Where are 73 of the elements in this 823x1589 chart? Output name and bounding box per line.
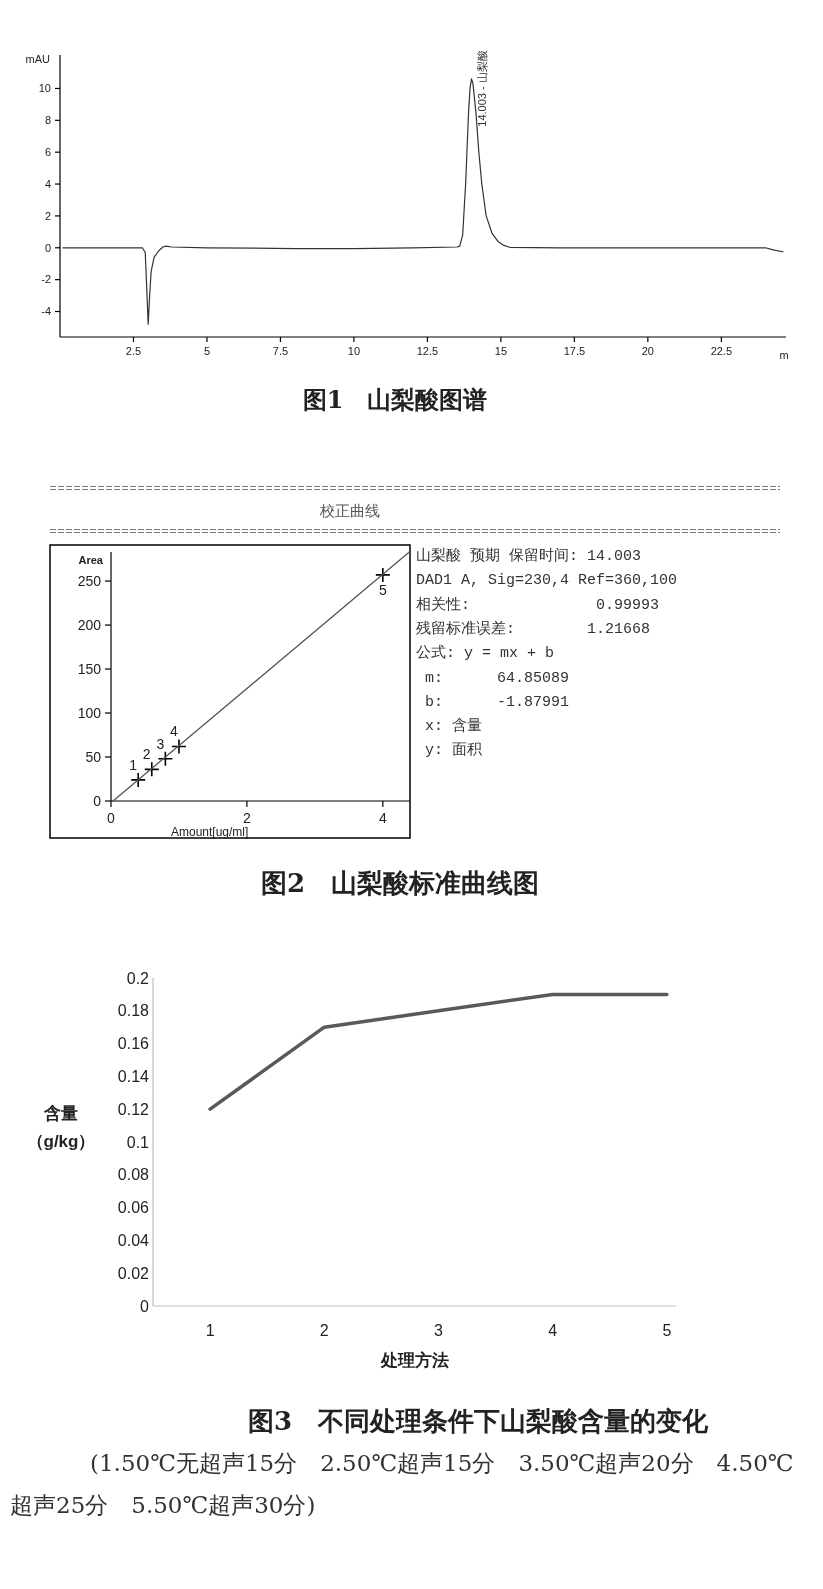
text: 残留标准误差: 1.21668 [416,619,651,638]
y-tick-label: 0.1 [126,1133,150,1151]
text: 图3 不同处理条件下山梨酸含量的变化 [247,1406,710,1436]
y-axis-title: mAU [25,53,51,65]
x-tick-label: 10 [347,345,361,357]
text: 公式: y = mx + b [416,644,555,663]
y-tick-label: 150 [77,660,102,677]
y-tick-label: 0.18 [117,1002,150,1020]
text: 图1 山梨酸图谱 [302,385,488,414]
x-tick-label: 20 [641,345,654,357]
y-tick-label: -4 [41,305,51,318]
point [130,772,146,788]
y-tick-label: 0 [140,1297,150,1315]
x-tick-label: 4 [548,1322,558,1339]
y-tick-label: 100 [77,704,102,721]
y-tick-label: 250 [77,572,102,589]
x-tick-label: 1 [205,1322,215,1339]
x-tick-label: 0 [107,810,116,826]
point [375,567,391,583]
y-tick-label: 0.08 [117,1166,150,1184]
point [157,750,174,767]
y-tick-label: 0.16 [117,1035,150,1053]
y-tick-label: 50 [85,748,102,765]
y-tick-label: 6 [44,146,51,159]
x-tick-label: 7.5 [272,345,289,357]
y-tick-label: 0.2 [126,969,150,987]
text: b: -1.87991 [416,693,570,711]
point [143,761,160,778]
y-tick-label: -2 [41,273,51,286]
x-axis-title: m [779,349,789,361]
x-tick-label: 2.5 [125,345,142,357]
annotation: 4 [170,723,179,740]
y-tick-label: 0.14 [117,1068,150,1085]
y-axis-title: Area [78,554,104,566]
y-tick-label: 200 [77,616,102,633]
text: DAD1 A, Sig=230,4 Ref=360,100 [416,572,678,590]
text: (1.50℃无超声15分 2.50℃超声15分 3.50℃超声20分 4.50℃超声25分 5.50℃超声30分) [10,1449,795,1520]
annotation: 3 [156,735,165,752]
x-axis-title: Amount[ug/ml] [170,825,249,839]
text: m: 64.85089 [416,669,570,687]
x-tick-label: 3 [434,1322,444,1339]
line-series [208,992,669,1111]
y-tick-label: 10 [38,82,51,95]
y-tick-label: 4 [44,177,51,190]
x-axis-title: 处理方法 [379,1351,449,1370]
point [171,738,187,755]
annotation: 14.003 - 山梨酸 [475,50,488,127]
y-tick-label: 0.12 [117,1100,150,1118]
annotation: 5 [378,581,387,598]
x-tick-label: 15 [494,345,508,357]
y-axis-title: 含量（g/kg） [25,1103,97,1153]
x-tick-label: 4 [378,810,387,826]
y-tick-label: 8 [44,114,51,127]
x-tick-label: 2 [319,1322,329,1339]
x-tick-label: 5 [203,345,211,357]
chart-subtitle: 校正曲线 [319,502,380,520]
text: 图2 山梨酸标准曲线图 [260,868,540,898]
x-tick-label: 22.5 [710,345,733,357]
y-tick-label: 0.02 [117,1264,150,1282]
x-tick-label: 12.5 [416,345,439,357]
y-tick-label: 0.04 [117,1232,150,1249]
y-tick-label: 0 [44,241,51,254]
x-tick-label: 2 [243,810,252,826]
text: y: 面积 [416,742,483,760]
x-tick-label: 17.5 [563,345,586,357]
y-tick-label: 0 [93,792,102,809]
text: 山梨酸 预期 保留时间: 14.003 [416,547,642,565]
x-tick-label: 5 [662,1322,672,1339]
text: 相关性: 0.99993 [416,595,660,614]
annotation: 1 [129,756,138,773]
text: x: 含量 [416,717,483,736]
y-tick-label: 2 [44,209,51,222]
y-tick-label: 0.06 [117,1199,150,1217]
